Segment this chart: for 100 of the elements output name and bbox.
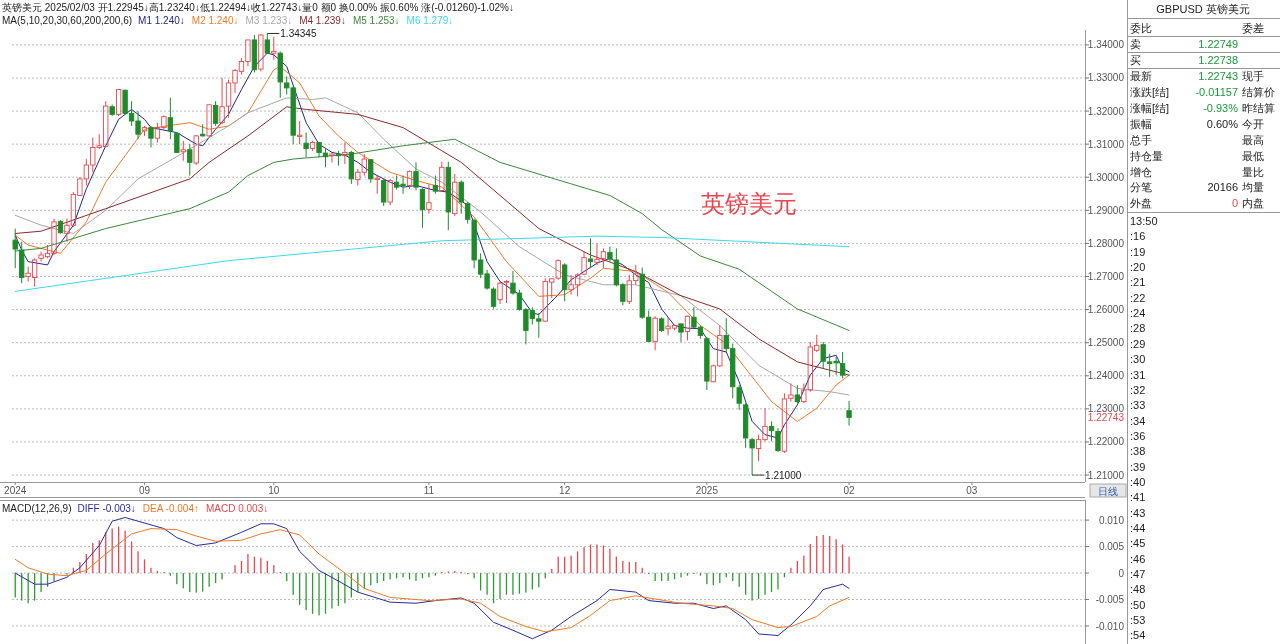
text: :33 <box>1130 399 1146 412</box>
text: M4 1.239↓ <box>299 15 346 26</box>
text: 外盘 <box>1130 197 1152 209</box>
x-tick-label: 2024 <box>4 485 27 496</box>
annotation: 1.34345 <box>280 28 317 40</box>
text: 买 <box>1130 54 1141 66</box>
text: 最新 <box>1130 70 1152 82</box>
text: M5 1.253↓ <box>352 15 400 26</box>
text: :24 <box>1130 307 1146 320</box>
text: 涨幅[结] <box>1130 102 1170 114</box>
text: 最低 <box>1242 150 1264 162</box>
text: 持仓量 <box>1130 150 1163 162</box>
text: :16 <box>1130 230 1146 243</box>
text: 今开 <box>1242 118 1264 130</box>
text: :32 <box>1130 383 1146 396</box>
text: :40 <box>1130 475 1146 488</box>
chart-title: MACD(12,26,9) <box>2 503 72 514</box>
text: M6 1.279↓ <box>406 15 454 26</box>
text: 0 <box>1231 197 1238 209</box>
x-tick-label: 02 <box>843 485 856 496</box>
text: :53 <box>1130 614 1146 627</box>
y-tick-label: 1.32000 <box>1087 105 1125 117</box>
line-series <box>14 516 850 640</box>
y-tick-label: 1.26000 <box>1087 304 1125 316</box>
text: :22 <box>1130 291 1146 304</box>
y-tick-label: -0.010 <box>1095 620 1125 632</box>
y-tick-label: 1.34000 <box>1087 39 1125 51</box>
text: 日线 <box>1098 485 1118 497</box>
y-tick-label: 1.30000 <box>1087 171 1125 183</box>
text: M1 1.240↓ <box>138 15 185 26</box>
text: :39 <box>1130 460 1146 473</box>
text: 委比 <box>1130 22 1152 34</box>
text: M2 1.240↓ <box>191 15 239 26</box>
text: 20166 <box>1207 181 1238 193</box>
text: -0.01157 <box>1195 86 1238 98</box>
text: 卖 <box>1130 38 1141 50</box>
text: 1.22749 <box>1198 38 1238 50</box>
y-tick-label: 1.25000 <box>1087 337 1125 349</box>
text: :19 <box>1130 245 1146 258</box>
text: :48 <box>1130 583 1146 596</box>
text: 总手 <box>1129 134 1152 146</box>
line-series <box>14 138 850 331</box>
text: 分笔 <box>1130 181 1152 193</box>
text: :30 <box>1130 353 1146 366</box>
x-tick-label: 2025 <box>695 485 719 496</box>
text: 现手 <box>1242 70 1264 82</box>
text: :20 <box>1130 261 1146 274</box>
series-label: DEA -0.004↑ <box>142 503 199 514</box>
x-tick-label: 12 <box>559 485 571 496</box>
x-tick-label: 03 <box>966 485 978 496</box>
line-series <box>14 528 850 633</box>
text: :29 <box>1130 337 1146 350</box>
line-series <box>14 235 850 292</box>
y-tick-label: 0.005 <box>1098 541 1125 553</box>
y-tick-label: 0.010 <box>1098 514 1125 526</box>
text: 涨跌[结] <box>1130 86 1170 98</box>
annotation: 1.21000 <box>765 470 802 482</box>
text: GBPUSD 英镑美元 <box>1156 3 1250 15</box>
text: M3 1.233↓ <box>245 15 293 26</box>
text: :50 <box>1130 598 1146 611</box>
y-tick-label: 1.22000 <box>1087 436 1125 448</box>
text: :36 <box>1130 429 1146 442</box>
text: 昨结算 <box>1242 102 1275 114</box>
text: :31 <box>1130 368 1146 381</box>
text: -0.93% <box>1203 102 1239 114</box>
text: 均量 <box>1241 181 1264 193</box>
y-tick-label: 1.28000 <box>1087 237 1125 249</box>
text: 13:50 <box>1130 215 1158 227</box>
text: MACD 0.003↓ <box>205 503 269 514</box>
text: :34 <box>1130 414 1146 427</box>
text: 内盘 <box>1242 197 1264 209</box>
text: 1.22738 <box>1198 54 1238 66</box>
series-label: DIFF -0.003↓ <box>77 503 136 514</box>
text: 结算价 <box>1242 86 1275 98</box>
y-tick-label: 1.24000 <box>1087 370 1125 382</box>
y-tick-label: 1.31000 <box>1087 138 1125 150</box>
text: 增仓 <box>1129 166 1152 178</box>
x-tick-label: 09 <box>138 485 151 496</box>
text: :43 <box>1130 506 1146 519</box>
y-tick-label: -0.005 <box>1095 594 1125 606</box>
text: :45 <box>1130 537 1146 550</box>
y-tick-label: 1.21000 <box>1087 469 1125 481</box>
chart-subtitle: MA(5,10,20,30,60,200,200,6) <box>2 15 133 26</box>
y-tick-label: 1.33000 <box>1087 72 1125 84</box>
x-tick-label: 11 <box>423 485 435 496</box>
text: 振幅 <box>1130 118 1152 130</box>
text: :44 <box>1130 522 1146 534</box>
text: 委差 <box>1242 22 1264 34</box>
text: 量比 <box>1242 166 1264 178</box>
annotation: 英镑美元 <box>700 190 797 217</box>
chart-title: 英镑美元 2025/02/03 开1.22945↓高1.23240↓低1.22494↓收1.22743↓量0 额0 换0.00% 振0.60% 涨(-0.01260)-1.02%↓ <box>2 2 514 13</box>
text: :28 <box>1130 322 1146 335</box>
text: :54 <box>1130 629 1146 642</box>
text: :46 <box>1130 552 1146 565</box>
text: 1.22743 <box>1198 70 1238 82</box>
x-tick-label: 10 <box>268 485 280 496</box>
y-tick-label: 0 <box>1118 567 1125 579</box>
text: :41 <box>1130 491 1146 504</box>
y-tick-label: 1.27000 <box>1087 271 1125 283</box>
text: 0.60% <box>1206 118 1239 130</box>
